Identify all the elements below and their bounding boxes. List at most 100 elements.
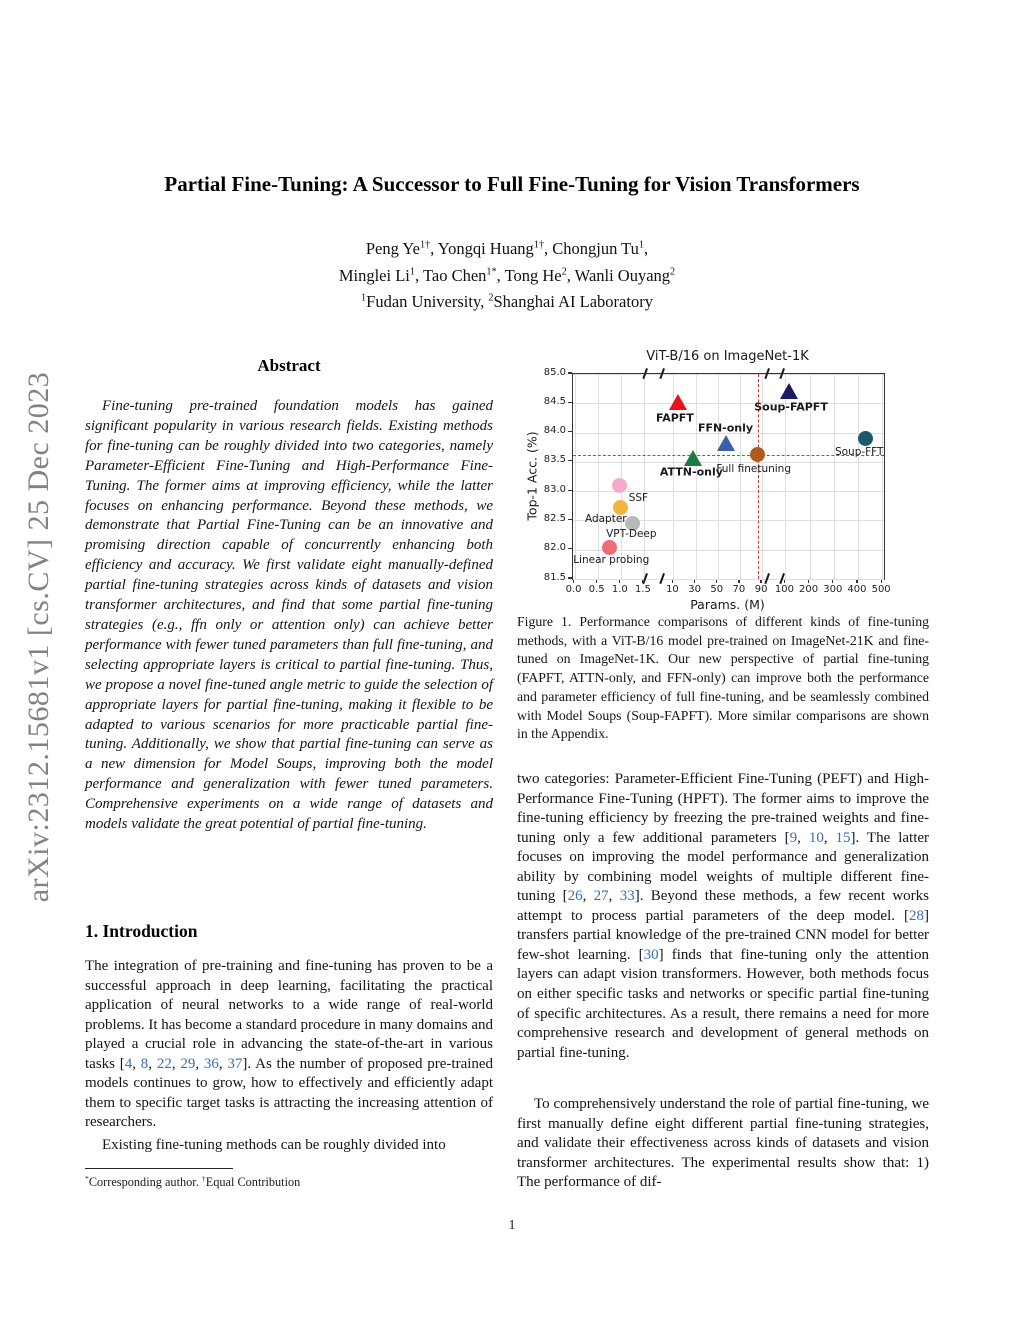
x-tick-mark — [856, 579, 858, 583]
x-tick-label: 10 — [666, 584, 679, 595]
chart-title: ViT-B/16 on ImageNet-1K — [646, 349, 809, 364]
chart-marker-triangle — [716, 435, 735, 452]
chart-point-label: Soup-FAPFT — [754, 400, 828, 414]
y-tick-label: 81.5 — [543, 571, 566, 583]
chart-marker-circle — [611, 477, 627, 493]
page-number: 1 — [508, 1218, 516, 1233]
author-block: Peng Ye1†, Yongqi Huang1†, Chongjun Tu1,… — [85, 236, 929, 316]
right-column-paragraph-2: To comprehensively understand the role o… — [517, 1096, 929, 1191]
introduction-paragraph-1: The integration of pre-training and fine… — [85, 958, 494, 1131]
grid-line-y — [573, 403, 884, 405]
y-tick-mark — [568, 489, 572, 491]
chart-point-label: SSF — [628, 492, 649, 505]
chart-point-label: Linear probing — [573, 553, 650, 566]
chart-marker-triangle — [780, 382, 799, 399]
citation-link[interactable]: 22 — [156, 1055, 172, 1072]
figure-1-caption: Figure 1. Performance comparisons of dif… — [517, 614, 929, 742]
right-column-paragraph-1: two categories: Parameter-Efficient Fine… — [517, 771, 930, 1061]
x-tick-label: 100 — [774, 584, 794, 595]
chart-point-label: ATTN-only — [659, 465, 723, 479]
y-tick-mark — [568, 577, 572, 579]
x-tick-mark — [619, 579, 621, 583]
citation-link[interactable]: 33 — [619, 888, 635, 905]
grid-line-x — [695, 374, 697, 579]
citation-link[interactable]: 27 — [593, 888, 609, 905]
x-tick-label: 400 — [847, 584, 867, 595]
chart-marker-circle — [750, 447, 766, 463]
chart-point-label: Adapter — [584, 512, 627, 525]
introduction-paragraph-2: Existing fine-tuning methods can be roug… — [102, 1137, 446, 1153]
citation-link[interactable]: 15 — [835, 829, 851, 846]
x-tick-mark — [596, 579, 598, 583]
chart-marker-circle — [601, 540, 617, 556]
y-tick-mark — [568, 430, 572, 433]
author-line-2: Minglei Li1, Tao Chen1*, Tong He2, Wanli… — [338, 265, 676, 285]
grid-line-x — [643, 374, 645, 579]
x-tick-label: 70 — [732, 584, 746, 595]
y-tick-mark — [568, 518, 572, 521]
citation-link[interactable]: 9 — [789, 829, 798, 846]
chart-point-label: FAPFT — [655, 411, 694, 425]
chart-point-label: FFN-only — [697, 421, 754, 435]
x-tick-mark — [783, 579, 785, 583]
y-tick-mark — [568, 372, 572, 374]
figure-1-chart: ViT-B/16 on ImageNet-1K Top-1 Acc. (%) L… — [517, 349, 929, 618]
x-tick-mark — [880, 579, 882, 583]
x-tick-label: 50 — [710, 584, 724, 595]
y-tick-label: 84.5 — [543, 395, 566, 407]
x-tick-mark — [572, 579, 575, 583]
citation-link[interactable]: 29 — [180, 1055, 196, 1072]
abstract-heading: Abstract — [257, 356, 321, 375]
grid-line-x — [785, 374, 787, 579]
x-tick-label: 0.0 — [565, 584, 582, 595]
grid-line-y — [573, 432, 884, 434]
citation-link[interactable]: 28 — [909, 907, 924, 924]
x-tick-label: 500 — [871, 584, 891, 595]
grid-line-y — [573, 579, 884, 580]
citation-link[interactable]: 26 — [567, 888, 583, 905]
x-tick-label: 200 — [799, 584, 819, 595]
chart-marker-circle — [624, 515, 640, 531]
citation-link[interactable]: 30 — [643, 946, 659, 963]
chart-point-label: Soup-FFT — [834, 446, 884, 459]
grid-line-y — [573, 461, 884, 463]
grid-line-y — [573, 520, 884, 522]
page-title: Partial Fine-Tuning: A Successor to Full… — [164, 172, 860, 196]
grid-line-x — [762, 374, 764, 579]
citation-link[interactable]: 4 — [124, 1055, 133, 1072]
chart-marker-circle — [857, 430, 873, 446]
x-tick-label: 300 — [823, 584, 843, 595]
reference-line-vertical — [757, 374, 759, 579]
citation-link[interactable]: 8 — [140, 1055, 149, 1072]
section-heading-introduction: 1. Introduction — [85, 921, 198, 941]
citation-link[interactable]: 37 — [227, 1055, 243, 1072]
chart-point-label: VPT-Deep — [606, 528, 657, 541]
chart-marker-triangle — [684, 449, 703, 466]
grid-line-x — [574, 374, 576, 579]
grid-line-y — [573, 549, 884, 551]
y-tick-label: 82.0 — [543, 542, 566, 554]
y-tick-label: 82.5 — [543, 512, 566, 524]
x-tick-mark — [807, 579, 810, 583]
chart-point-label: Full finetuning — [716, 462, 791, 475]
plot-area: Linear probing VPT-Deep Adapter SSF ATTN-onl… — [572, 373, 885, 580]
x-axis-label: Params. (M) — [690, 597, 765, 612]
chart-marker-circle — [613, 500, 629, 516]
arxiv-watermark: arXiv:2312.15681v1 [cs.CV] 25 Dec 2023 — [22, 371, 55, 903]
x-tick-label: 1.5 — [634, 584, 651, 595]
grid-line-x — [597, 374, 599, 579]
citation-link[interactable]: 36 — [203, 1055, 219, 1072]
x-tick-mark — [738, 579, 740, 583]
footnote: *Corresponding author. †Equal Contributi… — [85, 1173, 301, 1189]
x-tick-mark — [671, 579, 674, 583]
grid-line-y — [573, 374, 884, 375]
x-tick-mark — [760, 579, 762, 583]
author-line-1: Peng Ye1†, Yongqi Huang1†, Chongjun Tu1, — [365, 239, 649, 258]
y-tick-label: 83.0 — [543, 483, 566, 495]
y-tick-label: 85.0 — [543, 366, 566, 378]
citation-link[interactable]: 10 — [808, 829, 824, 846]
grid-line-x — [882, 374, 884, 579]
footnote-divider — [85, 1168, 233, 1169]
grid-line-x — [739, 374, 741, 579]
